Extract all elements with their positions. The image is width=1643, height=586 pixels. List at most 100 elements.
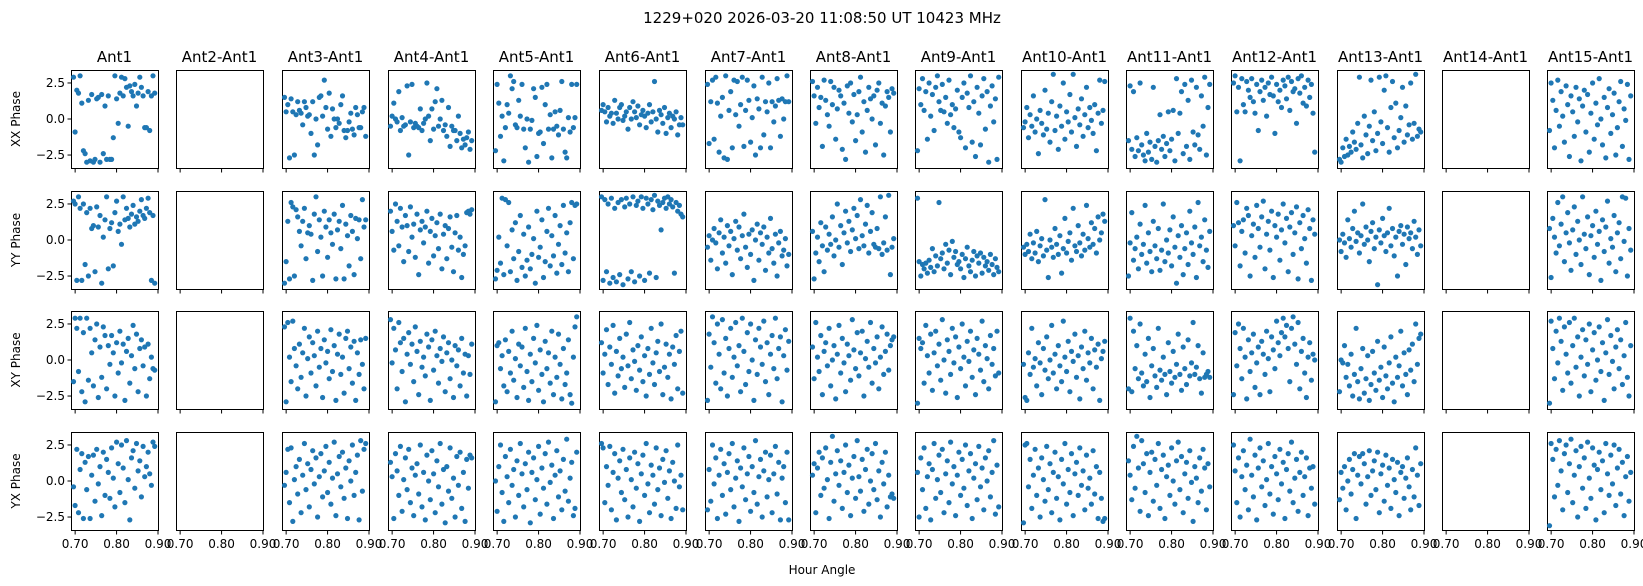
scatter-point xyxy=(987,494,994,500)
scatter-point xyxy=(757,344,764,350)
scatter-point xyxy=(751,397,757,403)
scatter-point xyxy=(519,264,525,270)
scatter-point xyxy=(99,91,105,98)
scatter-point xyxy=(1137,508,1143,514)
scatter-point xyxy=(994,462,1000,468)
scatter-point xyxy=(849,119,855,125)
scatter-point xyxy=(1596,449,1602,455)
scatter-point xyxy=(1055,146,1061,152)
scatter-point xyxy=(455,347,461,353)
scatter-point xyxy=(135,389,141,395)
scatter-point xyxy=(562,149,568,155)
scatter-point xyxy=(956,129,962,135)
subplot-panel xyxy=(493,70,581,173)
scatter-point xyxy=(311,211,317,217)
scatter-point xyxy=(1348,491,1354,497)
scatter-point xyxy=(766,392,772,398)
scatter-point xyxy=(1167,492,1173,498)
scatter-point xyxy=(301,325,307,331)
scatter-point xyxy=(872,360,879,366)
scatter-point xyxy=(1413,234,1419,240)
scatter-point xyxy=(1049,322,1055,328)
scatter-point xyxy=(1188,360,1195,366)
scatter-point xyxy=(416,491,422,497)
scatter-point xyxy=(887,343,894,349)
scatter-point xyxy=(734,363,740,369)
scatter-point xyxy=(991,345,997,352)
scatter-point xyxy=(959,94,965,100)
scatter-point xyxy=(1207,81,1213,87)
scatter-point xyxy=(316,217,322,223)
scatter-point xyxy=(496,464,502,470)
scatter-point xyxy=(467,211,473,217)
scatter-point xyxy=(723,73,729,79)
scatter-series xyxy=(492,73,580,165)
scatter-point xyxy=(1360,155,1366,161)
scatter-point xyxy=(354,112,360,118)
scatter-point xyxy=(736,224,742,230)
scatter-point xyxy=(1075,106,1081,112)
scatter-point xyxy=(1062,354,1068,360)
scatter-point xyxy=(100,324,106,330)
scatter-point xyxy=(962,145,969,151)
scatter-point xyxy=(1399,241,1406,247)
scatter-point xyxy=(774,273,780,279)
scatter-point xyxy=(1080,468,1086,474)
scatter-point xyxy=(1594,241,1601,247)
scatter-point xyxy=(729,145,735,151)
scatter-point xyxy=(1042,367,1048,373)
scatter-point xyxy=(1297,90,1303,96)
scatter-point xyxy=(295,491,301,497)
scatter-point xyxy=(1193,274,1199,281)
scatter-point xyxy=(1555,77,1561,83)
scatter-point xyxy=(109,332,115,339)
scatter-point xyxy=(1272,223,1278,229)
scatter-point xyxy=(417,227,423,233)
scatter-point xyxy=(891,236,897,242)
scatter-point xyxy=(841,469,847,475)
scatter-point xyxy=(1042,498,1048,504)
scatter-point xyxy=(1245,87,1251,93)
scatter-point xyxy=(308,466,314,473)
scatter-point xyxy=(1350,393,1356,399)
scatter-point xyxy=(1398,115,1404,121)
scatter-point xyxy=(130,93,136,99)
scatter-point xyxy=(706,233,712,239)
scatter-point xyxy=(620,354,626,360)
scatter-point xyxy=(671,478,678,484)
scatter-point xyxy=(861,393,867,399)
scatter-point xyxy=(1249,472,1255,478)
scatter-point xyxy=(522,461,528,467)
scatter-point xyxy=(346,366,352,372)
scatter-point xyxy=(818,492,824,498)
scatter-point xyxy=(112,210,118,216)
scatter-point xyxy=(628,269,634,275)
scatter-point xyxy=(1170,478,1176,484)
scatter-point xyxy=(565,337,572,343)
scatter-point xyxy=(427,397,433,403)
panel-frame xyxy=(599,432,687,531)
scatter-point xyxy=(605,104,611,111)
scatter-point xyxy=(440,231,447,237)
scatter-point xyxy=(658,321,664,327)
scatter-point xyxy=(1340,360,1346,366)
scatter-point xyxy=(424,208,430,214)
scatter-point xyxy=(286,354,293,360)
scatter-point xyxy=(1195,199,1201,206)
scatter-point xyxy=(1282,83,1288,89)
scatter-point xyxy=(1336,389,1343,395)
scatter-point xyxy=(1244,205,1250,211)
scatter-point xyxy=(1085,350,1091,356)
panel-frame xyxy=(810,311,898,410)
scatter-point xyxy=(844,240,850,246)
scatter-point xyxy=(1060,481,1066,487)
scatter-point xyxy=(421,120,427,126)
scatter-point xyxy=(630,347,636,353)
scatter-point xyxy=(612,390,618,396)
scatter-point xyxy=(1566,153,1572,160)
scatter-point xyxy=(987,103,994,109)
scatter-point xyxy=(1180,272,1186,278)
scatter-point xyxy=(344,233,351,239)
scatter-point xyxy=(936,341,942,347)
scatter-point xyxy=(1573,84,1579,90)
